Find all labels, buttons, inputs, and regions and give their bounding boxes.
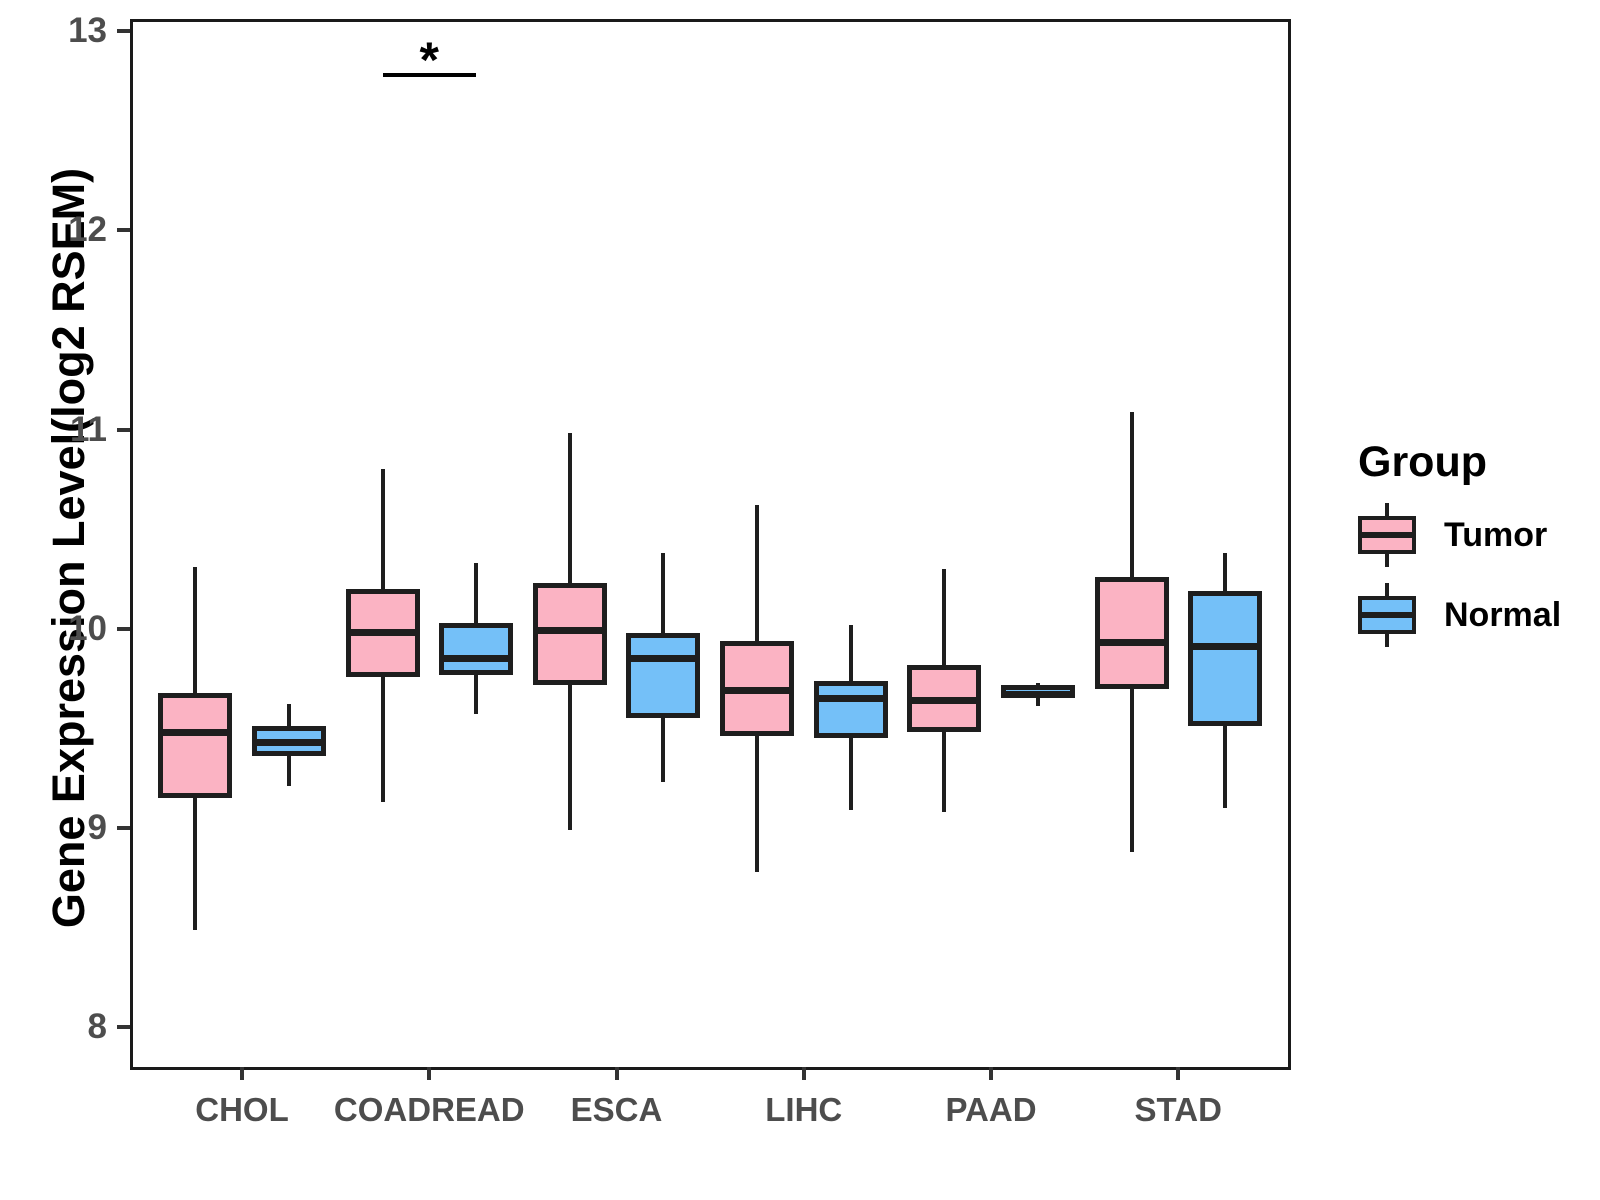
y-tick-mark (117, 29, 130, 33)
y-tick-mark (117, 826, 130, 830)
legend-label-normal: Normal (1444, 595, 1562, 634)
median-LIHC-tumor (720, 687, 794, 695)
x-tick-mark (1176, 1067, 1181, 1080)
x-tick-label: STAD (1134, 1091, 1222, 1128)
boxplot-glyph-icon (1358, 583, 1416, 647)
y-tick-mark (117, 427, 130, 432)
legend: Group Tumor Normal (1358, 438, 1561, 647)
y-tick-label: 11 (70, 409, 107, 449)
x-tick-mark (614, 1067, 619, 1080)
x-tick-label: CHOL (195, 1091, 289, 1128)
median-PAAD-normal (1000, 691, 1075, 698)
x-tick-mark (989, 1067, 993, 1080)
y-tick-label: 10 (68, 608, 107, 648)
x-tick-label: LIHC (765, 1091, 843, 1128)
y-tick-mark (117, 228, 130, 233)
legend-label-tumor: Tumor (1444, 515, 1548, 554)
x-tick-label: ESCA (570, 1091, 663, 1128)
glyph-median (1358, 532, 1416, 538)
box-STAD-tumor (1094, 576, 1169, 689)
box-LIHC-normal (813, 680, 888, 739)
median-STAD-normal (1188, 643, 1262, 651)
legend-title: Group (1358, 438, 1487, 486)
box-STAD-normal (1188, 590, 1262, 727)
box-CHOL-tumor (158, 692, 233, 799)
median-COADREAD-tumor (345, 629, 420, 637)
x-tick-mark (427, 1067, 432, 1080)
legend-entry-normal: Normal (1358, 583, 1561, 647)
plot-panel (130, 19, 1291, 1070)
boxplot-glyph-icon (1358, 503, 1416, 567)
y-tick-label: 12 (68, 210, 107, 250)
glyph-median (1358, 612, 1416, 618)
legend-entry-tumor: Tumor (1358, 503, 1561, 567)
median-CHOL-tumor (158, 728, 233, 736)
median-LIHC-normal (813, 694, 888, 702)
median-PAAD-tumor (907, 696, 982, 704)
significance-bar (382, 72, 476, 77)
box-ESCA-normal (626, 632, 701, 719)
x-tick-mark (801, 1067, 806, 1080)
median-CHOL-normal (251, 738, 326, 746)
median-ESCA-normal (626, 655, 701, 663)
y-tick-label: 9 (87, 808, 107, 847)
median-COADREAD-normal (439, 655, 513, 663)
y-tick-label: 8 (87, 1007, 107, 1047)
x-tick-mark (240, 1067, 244, 1080)
significance-star: * (419, 31, 439, 88)
y-tick-label: 13 (68, 11, 107, 50)
y-tick-mark (117, 626, 130, 631)
box-COADREAD-normal (439, 622, 513, 675)
y-tick-mark (117, 1025, 130, 1030)
median-ESCA-tumor (532, 627, 607, 635)
median-STAD-tumor (1094, 639, 1169, 647)
x-tick-label: COADREAD (333, 1091, 525, 1128)
x-tick-label: PAAD (945, 1091, 1037, 1128)
